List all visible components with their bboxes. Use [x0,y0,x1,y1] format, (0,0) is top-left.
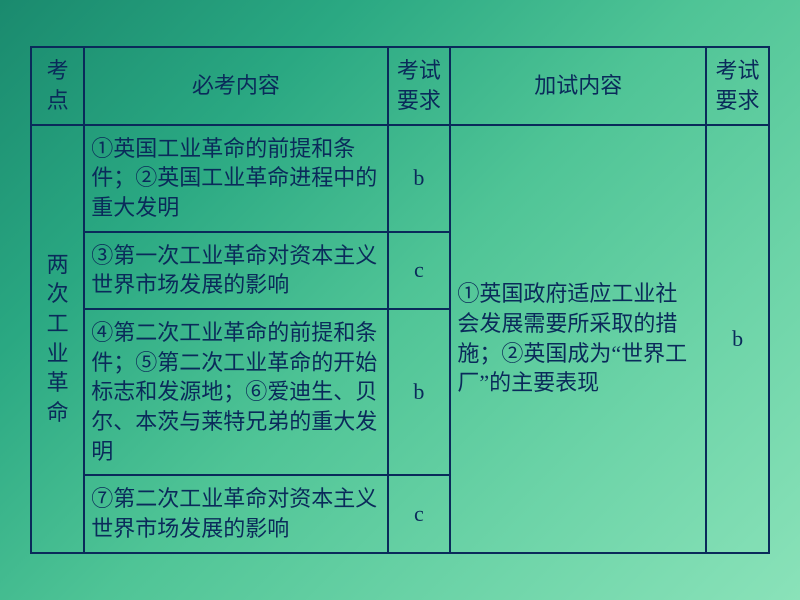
extra-req-cell: b [706,125,769,553]
req-cell-2: c [388,232,451,309]
required-cell-2: ③第一次工业革命对资本主义世界市场发展的影响 [84,232,387,309]
exam-table: 考点 必考内容 考试要求 加试内容 考试要求 两次工业革命 ①英国工业革命的前提… [30,46,770,554]
req-cell-3: b [388,309,451,475]
required-cell-4: ⑦第二次工业革命对资本主义世界市场发展的影响 [84,475,387,552]
exam-table-container: 考点 必考内容 考试要求 加试内容 考试要求 两次工业革命 ①英国工业革命的前提… [30,46,770,554]
header-row: 考点 必考内容 考试要求 加试内容 考试要求 [31,47,769,124]
required-cell-1: ①英国工业革命的前提和条件；②英国工业革命进程中的重大发明 [84,125,387,232]
col-req2-header: 考试要求 [706,47,769,124]
col-required-header: 必考内容 [84,47,387,124]
extra-cell: ①英国政府适应工业社会发展需要所采取的措施；②英国成为“世界工厂”的主要表现 [450,125,706,553]
col-topic-header: 考点 [31,47,84,124]
col-extra-header: 加试内容 [450,47,706,124]
table-row: 两次工业革命 ①英国工业革命的前提和条件；②英国工业革命进程中的重大发明 b ①… [31,125,769,232]
topic-cell: 两次工业革命 [31,125,84,553]
req-cell-1: b [388,125,451,232]
required-cell-3: ④第二次工业革命的前提和条件；⑤第二次工业革命的开始标志和发源地；⑥爱迪生、贝尔… [84,309,387,475]
col-req1-header: 考试要求 [388,47,451,124]
req-cell-4: c [388,475,451,552]
